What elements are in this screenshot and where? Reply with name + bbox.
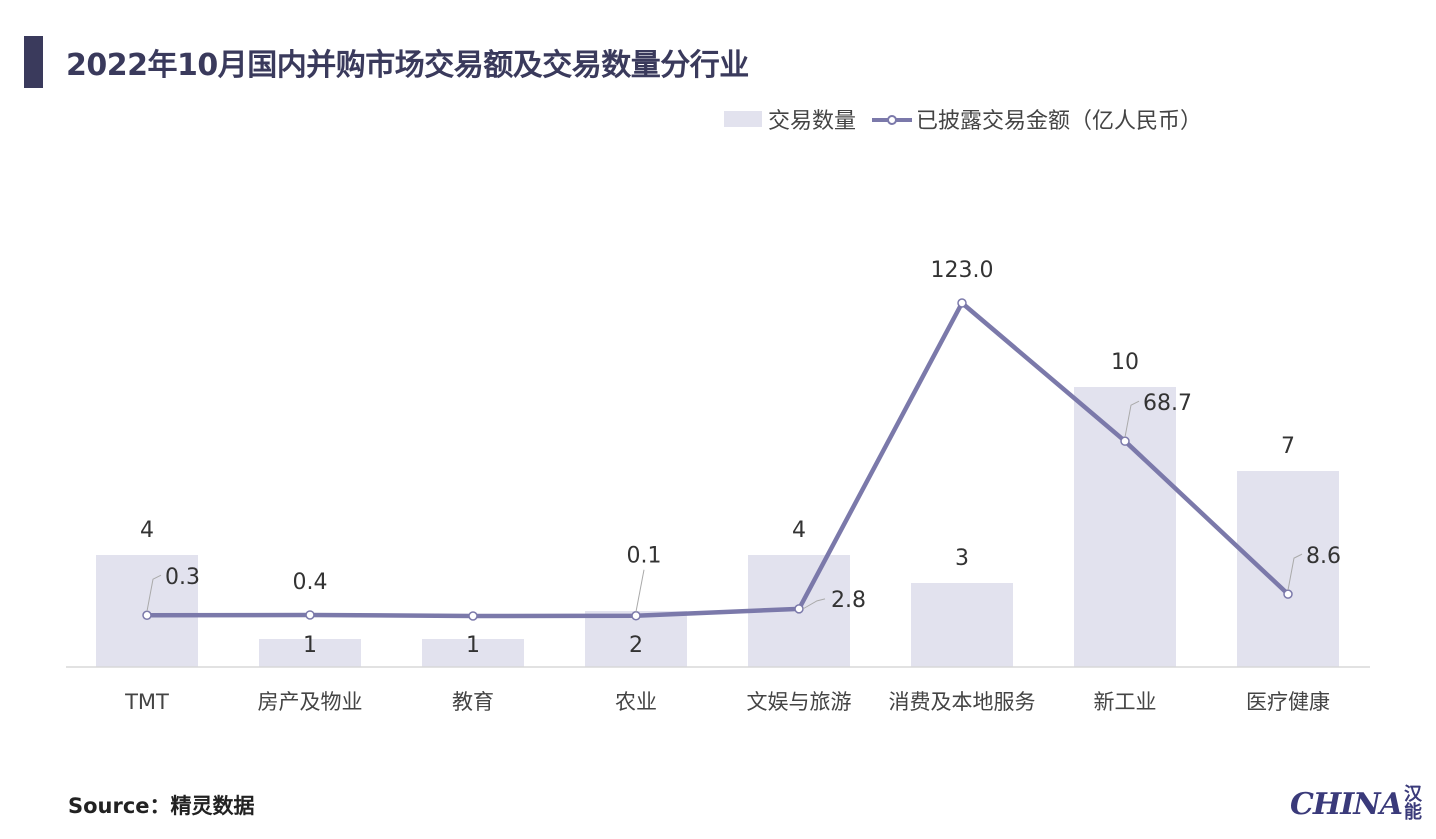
line-point bbox=[1120, 436, 1130, 446]
label-leader-line bbox=[802, 598, 826, 610]
category-label: 教育 bbox=[452, 690, 494, 714]
bar-value-label: 4 bbox=[140, 518, 154, 543]
chart-legend: 交易数量 已披露交易金额（亿人民币） bbox=[724, 104, 1202, 134]
bar bbox=[1074, 387, 1176, 667]
source-note: Source：精灵数据 bbox=[68, 794, 255, 818]
line-point bbox=[794, 604, 804, 614]
line-point bbox=[468, 611, 478, 621]
line-point bbox=[957, 298, 967, 308]
bar-value-label: 3 bbox=[955, 546, 969, 571]
line-value-label: 8.6 bbox=[1306, 544, 1341, 569]
title-accent-bar bbox=[24, 36, 43, 88]
line-point bbox=[1283, 589, 1293, 599]
line-value-label: 68.7 bbox=[1143, 391, 1192, 416]
bar bbox=[422, 639, 524, 667]
bar-value-label: 1 bbox=[466, 633, 480, 658]
line-value-label: 123.0 bbox=[931, 258, 994, 283]
legend-bar-label: 交易数量 bbox=[768, 109, 857, 134]
category-label: 房产及物业 bbox=[258, 690, 363, 714]
line-value-label: 2.8 bbox=[831, 588, 866, 613]
legend-line-label: 已披露交易金额（亿人民币） bbox=[916, 109, 1203, 134]
bar-value-label: 1 bbox=[303, 633, 317, 658]
logo-text: HINA bbox=[1312, 786, 1403, 822]
amount-line bbox=[146, 300, 1290, 619]
bar-value-label: 7 bbox=[1281, 434, 1295, 459]
label-leader-line bbox=[146, 574, 162, 612]
logo-c-icon: C bbox=[1290, 786, 1314, 822]
bar-value-label: 10 bbox=[1111, 350, 1139, 375]
line-point bbox=[631, 610, 641, 621]
bar bbox=[1237, 471, 1339, 667]
category-label: 消费及本地服务 bbox=[889, 690, 1036, 714]
chart-title: 2022年10月国内并购市场交易额及交易数量分行业 bbox=[66, 48, 749, 83]
line-value-label: 0.4 bbox=[293, 570, 328, 595]
label-leader-line bbox=[635, 569, 645, 612]
bar-value-label: 2 bbox=[629, 633, 643, 658]
category-label: 医疗健康 bbox=[1246, 690, 1330, 714]
line-point bbox=[142, 610, 152, 620]
line-value-label: 0.1 bbox=[627, 544, 662, 569]
line-value-label: 0.3 bbox=[165, 565, 200, 590]
category-label: 新工业 bbox=[1094, 690, 1157, 714]
bar bbox=[911, 583, 1013, 667]
brand-logo: C HINA 汉能 bbox=[1290, 784, 1424, 824]
category-label: 文娱与旅游 bbox=[747, 690, 852, 714]
line-point bbox=[305, 610, 315, 620]
category-label: 农业 bbox=[615, 690, 657, 714]
label-leader-line bbox=[1124, 400, 1140, 438]
category-label: TMT bbox=[124, 690, 169, 714]
legend-bar-swatch bbox=[724, 111, 762, 127]
bar-value-label: 4 bbox=[792, 518, 806, 543]
label-leader-line bbox=[1287, 553, 1303, 591]
bar bbox=[259, 639, 361, 667]
logo-mark: 汉能 bbox=[1403, 784, 1422, 823]
legend-line-swatch bbox=[872, 111, 913, 127]
